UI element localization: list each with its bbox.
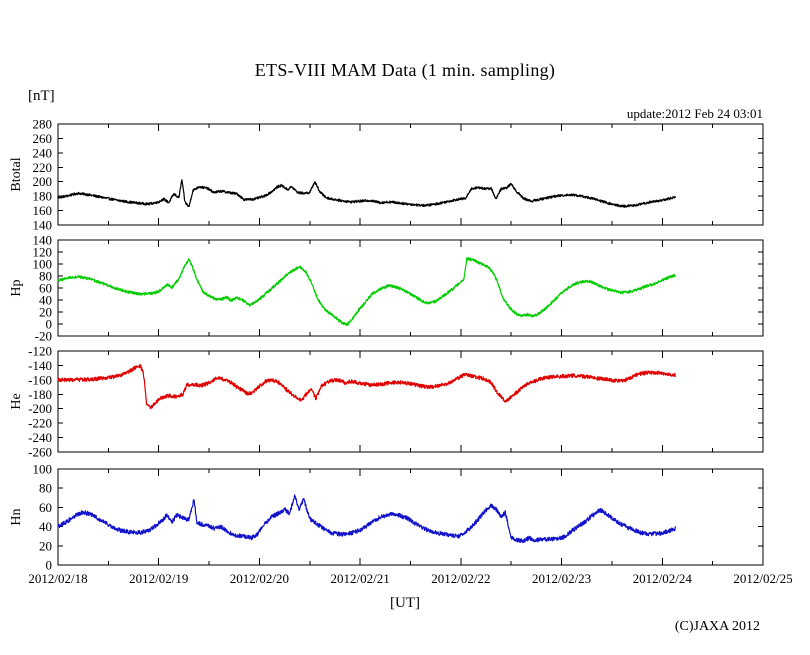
- y-tick-label: -160: [28, 372, 52, 387]
- x-tick-label: 2012/02/20: [230, 571, 289, 586]
- y-tick-label: -140: [28, 358, 52, 373]
- y-tick-label: 20: [39, 538, 52, 553]
- y-tick-label: 0: [46, 558, 53, 573]
- panel-frame-Btotal: [57, 123, 764, 226]
- y-tick-label: -260: [28, 445, 52, 460]
- y-tick-label: 240: [33, 145, 53, 160]
- x-tick-label: 2012/02/23: [532, 571, 591, 586]
- y-tick-label: 40: [39, 293, 52, 308]
- update-timestamp: update:2012 Feb 24 03:01: [626, 106, 763, 121]
- x-tick-label: 2012/02/19: [129, 571, 188, 586]
- panel-axis-label-Hn: Hn: [9, 508, 24, 525]
- x-tick-label: 2012/02/24: [633, 571, 693, 586]
- y-tick-label: 100: [33, 462, 53, 477]
- panel-frame-He: [57, 350, 764, 453]
- y-unit-label: [nT]: [28, 88, 55, 104]
- y-tick-label: 200: [33, 174, 53, 189]
- y-tick-label: -240: [28, 430, 52, 445]
- y-tick-label: 160: [33, 203, 53, 218]
- y-tick-label: 180: [33, 189, 53, 204]
- panel-axis-label-Btotal: Btotal: [9, 157, 24, 191]
- y-tick-label: -200: [28, 401, 52, 416]
- y-tick-label: 280: [33, 117, 53, 132]
- panel-axis-label-Hp: Hp: [9, 279, 24, 296]
- chart-title: ETS-VIII MAM Data (1 min. sampling): [254, 60, 556, 80]
- y-tick-label: -20: [35, 329, 52, 344]
- y-tick-label: 260: [33, 131, 53, 146]
- x-tick-label: 2012/02/18: [28, 571, 87, 586]
- y-tick-label: 120: [33, 245, 53, 260]
- y-tick-label: -120: [28, 344, 52, 359]
- copyright-label: (C)JAXA 2012: [674, 619, 760, 634]
- y-tick-label: 60: [39, 281, 52, 296]
- y-tick-label: 220: [33, 160, 53, 175]
- trace-Btotal: [57, 179, 676, 208]
- x-tick-label: 2012/02/25: [733, 571, 792, 586]
- y-tick-label: 100: [33, 257, 53, 272]
- x-tick-label: 2012/02/21: [331, 571, 390, 586]
- y-tick-label: 40: [39, 519, 52, 534]
- y-tick-label: -220: [28, 416, 52, 431]
- panel-axis-label-He: He: [9, 393, 24, 409]
- y-tick-label: 140: [33, 218, 53, 233]
- y-tick-label: 140: [33, 233, 53, 248]
- y-tick-label: 0: [46, 317, 53, 332]
- y-tick-label: -180: [28, 387, 52, 402]
- x-tick-label: 2012/02/22: [431, 571, 490, 586]
- y-tick-label: 60: [39, 500, 52, 515]
- trace-Hn: [57, 494, 676, 544]
- y-tick-label: 20: [39, 305, 52, 320]
- y-tick-label: 80: [39, 269, 52, 284]
- trace-He: [57, 364, 676, 410]
- y-tick-label: 80: [39, 481, 52, 496]
- trace-Hp: [57, 257, 676, 326]
- x-axis-label: [UT]: [390, 595, 420, 611]
